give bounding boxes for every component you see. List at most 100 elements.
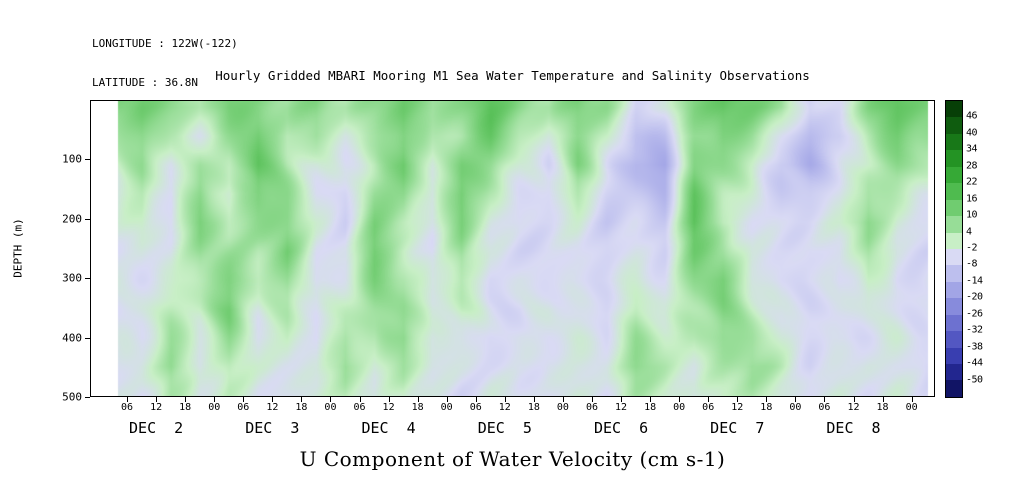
- x-tick: [359, 397, 361, 402]
- colorbar-tick-label: 34: [966, 143, 978, 155]
- x-day-label: DEC 5: [477, 419, 532, 437]
- x-day-label: DEC 4: [361, 419, 416, 437]
- x-tick: [388, 397, 390, 402]
- x-tick: [708, 397, 710, 402]
- y-tick-label: 200: [62, 212, 82, 226]
- x-tick-label: 12: [498, 402, 511, 413]
- latitude-text: LATITUDE : 36.8N: [92, 76, 198, 89]
- y-tick: [85, 218, 90, 220]
- x-tick-label: 00: [324, 402, 337, 413]
- x-tick: [882, 397, 884, 402]
- x-tick-label: 18: [876, 402, 889, 413]
- x-tick: [417, 397, 419, 402]
- colorbar-segment: [946, 298, 962, 315]
- colorbar-segment: [946, 183, 962, 200]
- x-tick-label: 06: [818, 402, 831, 413]
- colorbar-segment: [946, 133, 962, 151]
- x-tick: [243, 397, 245, 402]
- x-tick-label: 06: [353, 402, 366, 413]
- y-tick: [85, 159, 90, 161]
- y-tick: [85, 397, 90, 398]
- colorbar-tick-label: -14: [966, 275, 983, 287]
- x-tick-label: 18: [411, 402, 424, 413]
- colorbar-segment: [946, 364, 962, 381]
- x-tick-label: 06: [237, 402, 250, 413]
- x-tick: [650, 397, 652, 402]
- x-tick-label: 00: [673, 402, 686, 413]
- x-tick-label: 18: [295, 402, 308, 413]
- colorbar-tick-label: 16: [966, 193, 978, 205]
- x-tick: [504, 397, 506, 402]
- x-tick-label: 06: [469, 402, 482, 413]
- x-tick: [446, 397, 448, 402]
- x-tick-label: 18: [179, 402, 192, 413]
- x-tick-label: 12: [266, 402, 279, 413]
- y-tick-label: 400: [62, 331, 82, 345]
- x-tick: [214, 397, 216, 402]
- x-tick: [591, 397, 593, 402]
- colorbar-segment: [946, 150, 962, 167]
- x-tick: [330, 397, 332, 402]
- colorbar-tick-label: -32: [966, 324, 983, 336]
- colorbar-segment: [946, 347, 962, 364]
- x-tick: [737, 397, 739, 402]
- x-tick: [272, 397, 274, 402]
- colorbar-tick-label: 4: [966, 226, 972, 238]
- x-day-label: DEC 6: [593, 419, 649, 437]
- colorbar-tick-label: -50: [966, 374, 983, 386]
- colorbar-tick-label: 28: [966, 160, 978, 172]
- colorbar-tick-label: 46: [966, 110, 978, 122]
- x-tick-label: 06: [585, 402, 599, 413]
- x-tick-label: 00: [208, 402, 221, 413]
- colorbar-tick-label: 40: [966, 127, 978, 139]
- x-day-label: DEC 3: [245, 419, 300, 437]
- x-tick-label: 06: [121, 402, 134, 413]
- colorbar-segment: [946, 248, 962, 266]
- x-tick: [824, 397, 826, 402]
- x-day-label: DEC 8: [826, 419, 881, 437]
- x-tick-label: 06: [702, 402, 715, 413]
- colorbar-segment: [946, 199, 962, 217]
- colorbar-segment: [946, 232, 962, 249]
- colorbar: [945, 100, 963, 398]
- y-tick: [85, 337, 90, 339]
- x-tick-label: 00: [905, 402, 918, 413]
- colorbar-segment: [946, 314, 962, 332]
- colorbar-tick-label: -2: [966, 242, 978, 254]
- longitude-text: LONGITUDE : 122W(-122): [92, 37, 238, 50]
- y-tick-label: 500: [62, 390, 82, 404]
- colorbar-segment: [946, 380, 962, 397]
- x-tick: [562, 397, 564, 402]
- colorbar-tick-label: -20: [966, 291, 983, 303]
- x-tick-label: 18: [760, 402, 773, 413]
- x-day-label: DEC 2: [129, 419, 184, 437]
- x-tick: [621, 397, 623, 402]
- colorbar-tick-label: -38: [966, 341, 983, 353]
- x-day-label: DEC 7: [710, 419, 765, 437]
- x-tick-label: 00: [556, 402, 569, 413]
- x-tick-label: 18: [527, 402, 540, 413]
- colorbar-tick-label: -44: [966, 357, 983, 369]
- x-tick: [911, 397, 913, 402]
- colorbar-segment: [946, 117, 962, 134]
- x-tick-label: 12: [731, 402, 744, 413]
- x-tick: [853, 397, 855, 402]
- x-tick: [156, 397, 158, 402]
- x-tick: [127, 397, 129, 402]
- heatmap-canvas: [91, 101, 934, 396]
- x-tick: [679, 397, 681, 402]
- heatmap-plot-area: [90, 100, 935, 397]
- plot-title: Hourly Gridded MBARI Mooring M1 Sea Wate…: [215, 68, 810, 83]
- x-tick-label: 18: [644, 402, 657, 413]
- colorbar-segment: [946, 101, 962, 118]
- x-tick: [533, 397, 535, 402]
- x-tick-label: 12: [615, 402, 628, 413]
- colorbar-tick-label: -26: [966, 308, 983, 320]
- x-tick-label: 12: [382, 402, 395, 413]
- x-tick-label: 00: [789, 402, 802, 413]
- y-tick-label: 300: [62, 271, 82, 285]
- x-tick: [185, 397, 187, 402]
- colorbar-segment: [946, 166, 962, 184]
- y-tick: [85, 278, 90, 280]
